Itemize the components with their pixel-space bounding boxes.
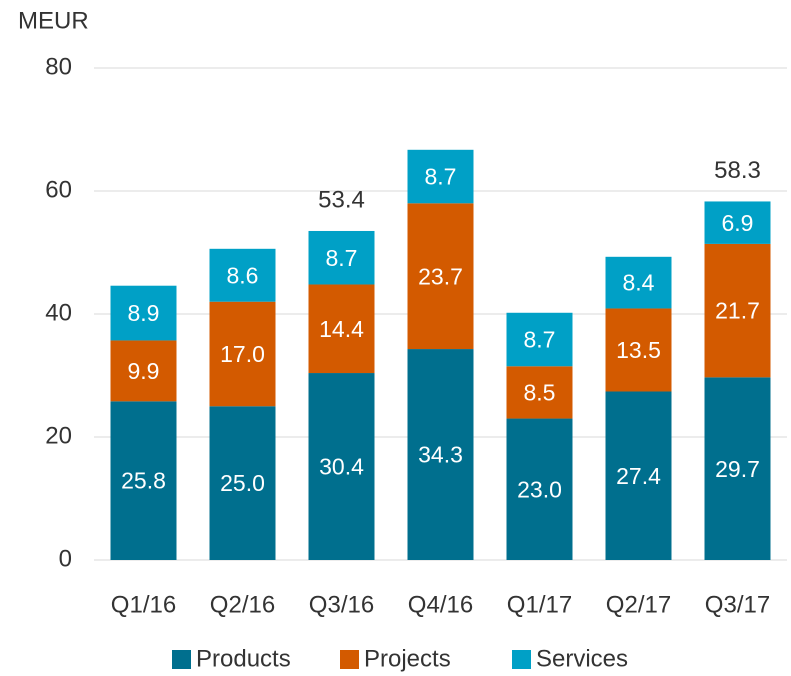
bar-segment <box>110 285 177 341</box>
y-tick-label: 20 <box>45 422 72 449</box>
y-tick-label: 40 <box>45 299 72 326</box>
bar-segment <box>407 203 474 350</box>
bar-segment <box>506 418 573 560</box>
x-tick-label: Q2/16 <box>210 591 275 618</box>
legend-label: Products <box>196 645 291 672</box>
x-tick-label: Q3/16 <box>309 591 374 618</box>
legend-label: Projects <box>364 645 451 672</box>
bar-segment <box>704 243 771 378</box>
data-label: 8.5 <box>524 379 556 405</box>
bar-segment <box>605 391 672 560</box>
data-label: 21.7 <box>715 298 760 324</box>
data-label: 34.3 <box>418 442 463 468</box>
data-label: 9.9 <box>128 358 160 384</box>
data-label: 30.4 <box>319 454 364 480</box>
data-label: 23.7 <box>418 263 463 289</box>
data-label: 23.0 <box>517 476 562 502</box>
data-label: 25.0 <box>220 470 265 496</box>
legend-swatch <box>340 650 359 669</box>
bar-segment <box>209 248 276 302</box>
data-label: 14.4 <box>319 316 364 342</box>
data-label: 13.5 <box>616 337 661 363</box>
bar-segment <box>704 201 771 244</box>
bar-segment <box>407 349 474 560</box>
bar-segment <box>407 149 474 204</box>
x-tick-label: Q2/17 <box>606 591 671 618</box>
bar-segment <box>110 401 177 560</box>
bar-segment <box>308 373 375 560</box>
data-label: 8.9 <box>128 300 160 326</box>
x-tick-label: Q4/16 <box>408 591 473 618</box>
total-label: 53.4 <box>318 186 365 213</box>
data-label: 8.7 <box>425 164 457 190</box>
data-label: 8.6 <box>227 262 259 288</box>
data-label: 17.0 <box>220 341 265 367</box>
x-tick-label: Q1/16 <box>111 591 176 618</box>
y-axis-label: MEUR <box>18 7 89 34</box>
bar-segment <box>308 230 375 285</box>
data-label: 8.4 <box>623 270 655 296</box>
bar-segment <box>110 340 177 402</box>
bar-segment <box>704 377 771 560</box>
data-label: 27.4 <box>616 463 661 489</box>
x-tick-label: Q3/17 <box>705 591 770 618</box>
bar-segment <box>605 256 672 309</box>
bar-segment <box>605 308 672 392</box>
y-tick-label: 60 <box>45 176 72 203</box>
legend-label: Services <box>536 645 628 672</box>
data-label: 8.7 <box>326 245 358 271</box>
bar-segment <box>209 301 276 407</box>
legend-swatch <box>512 650 531 669</box>
y-tick-label: 0 <box>59 545 72 572</box>
legend-swatch <box>172 650 191 669</box>
x-tick-label: Q1/17 <box>507 591 572 618</box>
bar-segment <box>506 366 573 419</box>
bar-segment <box>308 284 375 374</box>
data-label: 25.8 <box>121 468 166 494</box>
total-label: 58.3 <box>714 157 761 184</box>
data-label: 6.9 <box>722 210 754 236</box>
y-tick-label: 80 <box>45 53 72 80</box>
data-label: 29.7 <box>715 456 760 482</box>
data-label: 8.7 <box>524 327 556 353</box>
bar-segment <box>506 312 573 367</box>
bar-segment <box>209 406 276 560</box>
